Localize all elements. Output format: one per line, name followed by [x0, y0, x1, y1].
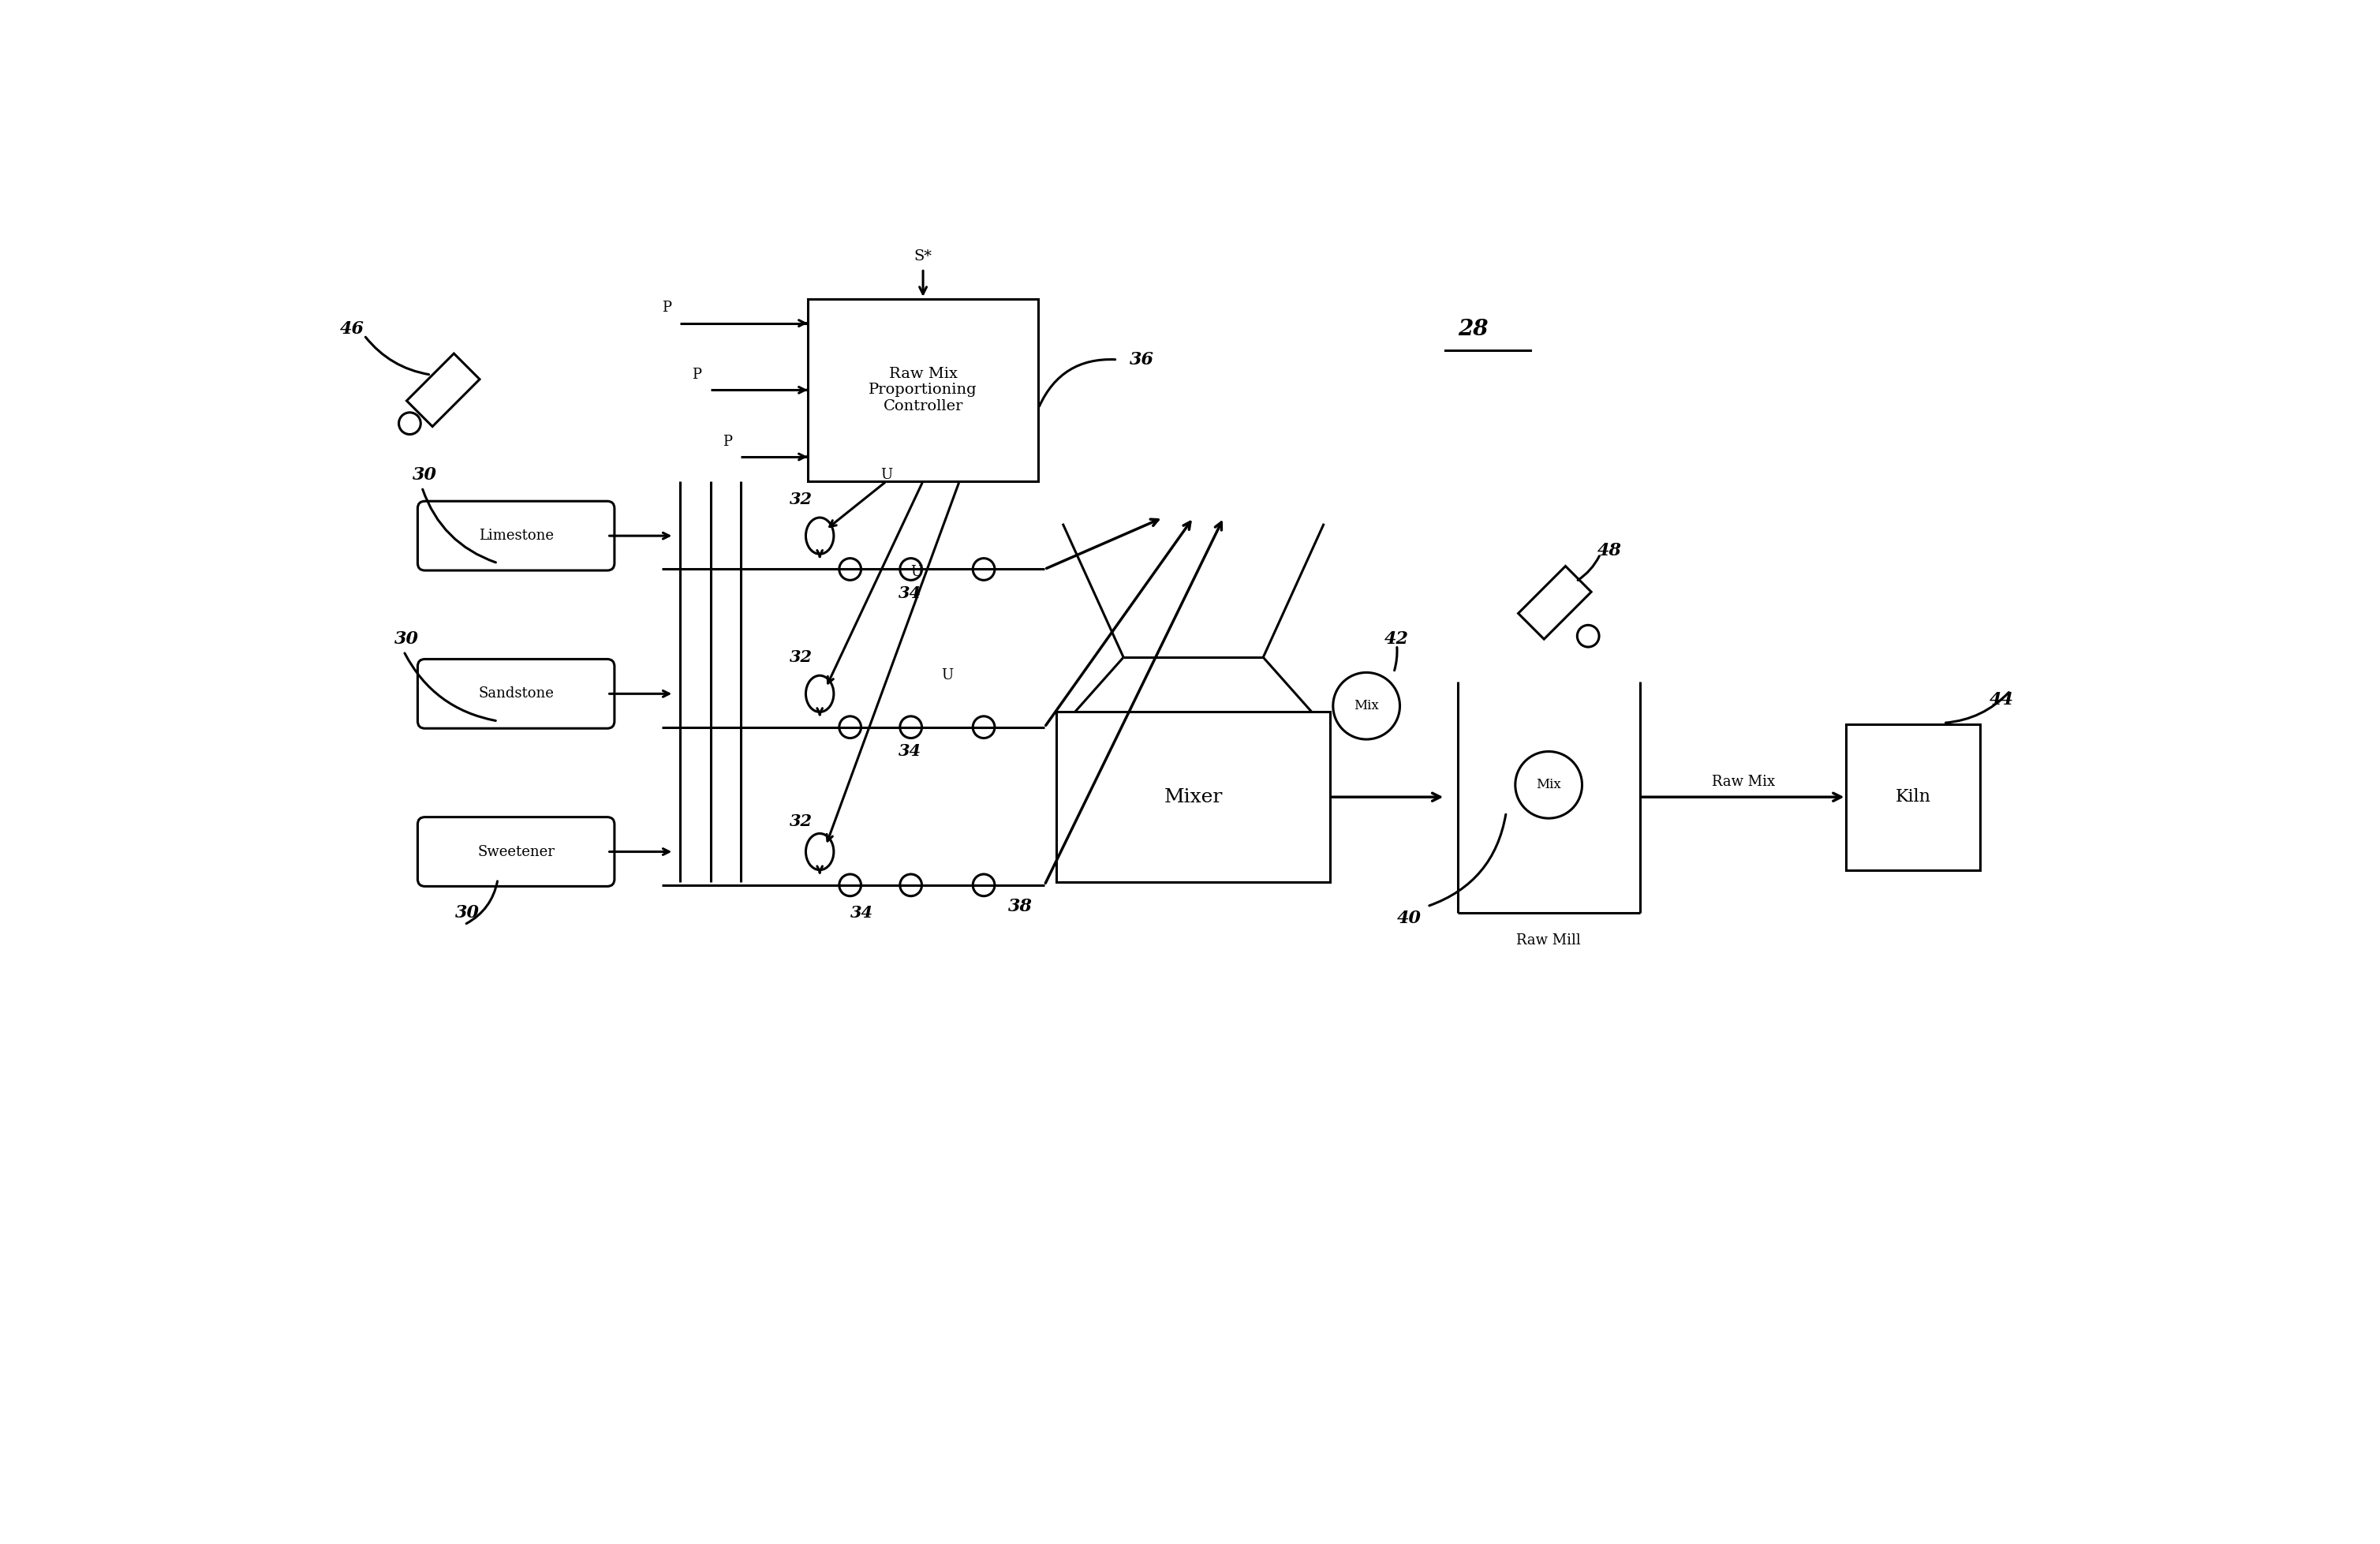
Text: 32: 32 [790, 814, 812, 829]
Text: Raw Mill: Raw Mill [1516, 934, 1580, 948]
Text: 34: 34 [900, 585, 921, 602]
Text: Mix: Mix [1535, 778, 1561, 792]
FancyBboxPatch shape [417, 659, 614, 729]
Text: U: U [881, 468, 892, 482]
Text: U: U [940, 669, 954, 682]
Text: Sweetener: Sweetener [478, 845, 555, 858]
Text: 34: 34 [850, 905, 873, 920]
Text: 30: 30 [455, 903, 481, 922]
Text: Raw Mix
Proportioning
Controller: Raw Mix Proportioning Controller [869, 366, 978, 414]
Text: 30: 30 [395, 630, 419, 648]
Bar [807, 300, 1038, 482]
Text: Mix: Mix [1354, 699, 1378, 713]
Text: 28: 28 [1457, 318, 1488, 340]
Bar [1057, 712, 1330, 882]
Text: Limestone: Limestone [478, 528, 555, 543]
Text: U: U [912, 565, 923, 579]
Text: S*: S* [914, 249, 933, 264]
Text: P: P [724, 434, 733, 449]
Text: 40: 40 [1397, 909, 1421, 928]
Text: 46: 46 [340, 321, 364, 338]
Text: 42: 42 [1385, 630, 1409, 648]
Text: 32: 32 [790, 650, 812, 665]
Text: 32: 32 [790, 491, 812, 508]
Bar [1847, 724, 1980, 869]
Text: 48: 48 [1597, 542, 1621, 559]
FancyBboxPatch shape [417, 502, 614, 570]
Polygon shape [407, 354, 481, 426]
Text: P: P [662, 301, 671, 315]
Text: 44: 44 [1990, 692, 2013, 709]
Text: Sandstone: Sandstone [478, 687, 555, 701]
Text: Kiln: Kiln [1894, 789, 1930, 806]
Text: 38: 38 [1009, 897, 1033, 916]
Text: 30: 30 [412, 466, 438, 483]
Text: 34: 34 [900, 744, 921, 760]
Text: Mixer: Mixer [1164, 787, 1223, 806]
Text: 36: 36 [1130, 350, 1154, 369]
Text: Raw Mix: Raw Mix [1711, 775, 1775, 789]
Polygon shape [1518, 567, 1592, 639]
Text: P: P [693, 367, 702, 381]
FancyBboxPatch shape [417, 817, 614, 886]
